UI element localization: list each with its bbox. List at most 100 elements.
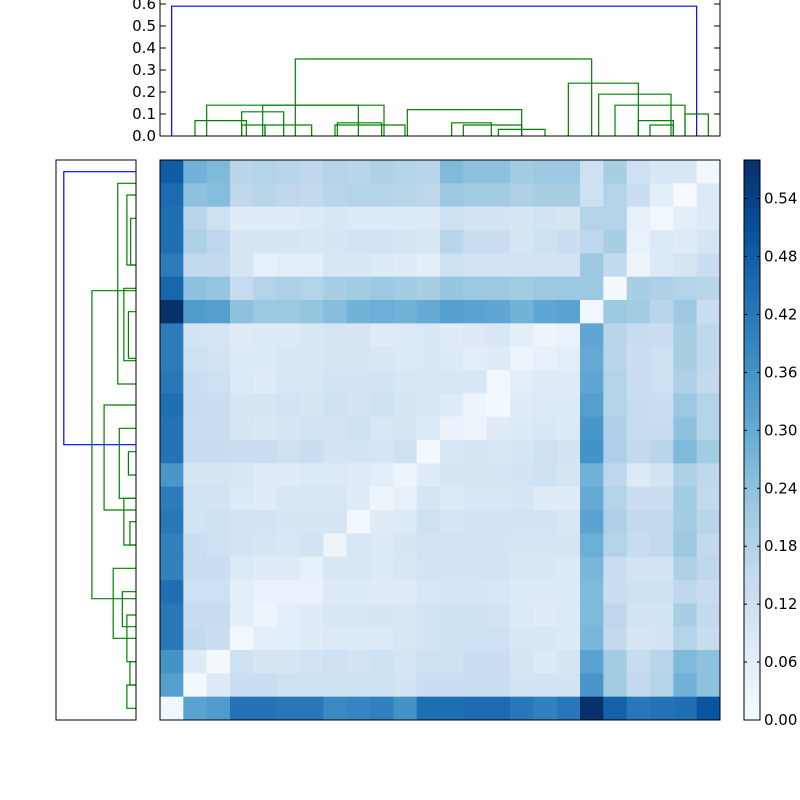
- heatmap-cell: [160, 416, 184, 441]
- heatmap-cell: [486, 253, 511, 278]
- left-dendrogram-link: [127, 311, 136, 359]
- heatmap-cell: [463, 393, 488, 418]
- heatmap-cell: [230, 416, 254, 441]
- heatmap-cell: [626, 253, 651, 278]
- heatmap-cell: [440, 556, 464, 581]
- heatmap-cell: [673, 276, 698, 301]
- heatmap-cell: [253, 323, 278, 348]
- heatmap-cell: [510, 556, 534, 581]
- heatmap-cell: [206, 510, 231, 534]
- heatmap-cell: [580, 580, 604, 604]
- heatmap-cell: [533, 533, 558, 558]
- heatmap-cell: [463, 300, 488, 324]
- left-dendrogram-link: [130, 217, 136, 266]
- heatmap-cell: [673, 346, 698, 371]
- heatmap-cell: [230, 650, 254, 674]
- heatmap-cell: [673, 370, 698, 394]
- heatmap-cell: [230, 253, 254, 278]
- heatmap-cell: [696, 393, 721, 418]
- heatmap-cell: [486, 626, 511, 651]
- heatmap-cell: [300, 253, 324, 278]
- top-dendrogram-link: [497, 128, 546, 136]
- heatmap-cell: [696, 253, 721, 278]
- heatmap-cell: [486, 673, 511, 698]
- heatmap-cell: [440, 370, 464, 394]
- heatmap-cell: [463, 206, 488, 231]
- heatmap-cell: [346, 626, 371, 651]
- heatmap-cell: [603, 416, 628, 441]
- heatmap-cell: [230, 440, 254, 464]
- heatmap-cell: [510, 463, 534, 488]
- heatmap-cell: [416, 416, 441, 441]
- heatmap-cell: [626, 603, 651, 628]
- heatmap-cell: [486, 370, 511, 394]
- left-dendrogram-link: [127, 451, 136, 476]
- heatmap-cell: [463, 603, 488, 628]
- heatmap-cell: [416, 230, 441, 254]
- heatmap-cell: [440, 510, 464, 534]
- heatmap-cell: [393, 253, 418, 278]
- heatmap-cell: [603, 393, 628, 418]
- heatmap-cell: [160, 626, 184, 651]
- heatmap-cell: [323, 416, 348, 441]
- heatmap-cell: [463, 160, 488, 184]
- heatmap-cell: [346, 486, 371, 511]
- heatmap-cell: [510, 510, 534, 534]
- heatmap-cell: [206, 300, 231, 324]
- heatmap-cell: [160, 230, 184, 254]
- heatmap-cell: [346, 206, 371, 231]
- heatmap-cell: [370, 160, 394, 184]
- heatmap-cell: [416, 556, 441, 581]
- heatmap-cell: [696, 486, 721, 511]
- heatmap-cell: [276, 626, 301, 651]
- heatmap-cell: [650, 253, 674, 278]
- heatmap-cell: [556, 463, 581, 488]
- heatmap-cell: [346, 323, 371, 348]
- heatmap-cell: [416, 206, 441, 231]
- heatmap-cell: [183, 556, 208, 581]
- heatmap-cell: [556, 253, 581, 278]
- heatmap-cell: [323, 696, 348, 721]
- heatmap-cell: [183, 510, 208, 534]
- heatmap-cell: [276, 486, 301, 511]
- heatmap-cell: [183, 580, 208, 604]
- heatmap-cell: [323, 253, 348, 278]
- heatmap-cell: [346, 370, 371, 394]
- colorbar-tick-label: 0.18: [764, 537, 797, 555]
- heatmap-cell: [463, 510, 488, 534]
- heatmap: [159, 159, 721, 721]
- heatmap-cell: [510, 300, 534, 324]
- top-dendrogram-link: [336, 122, 383, 136]
- heatmap-cell: [323, 486, 348, 511]
- heatmap-cell: [370, 253, 394, 278]
- heatmap-cell: [346, 230, 371, 254]
- heatmap-cell: [300, 510, 324, 534]
- heatmap-cell: [440, 253, 464, 278]
- heatmap-cell: [603, 346, 628, 371]
- heatmap-cell: [183, 696, 208, 721]
- heatmap-cell: [323, 440, 348, 464]
- heatmap-cell: [696, 696, 721, 721]
- heatmap-cell: [276, 696, 301, 721]
- heatmap-cell: [580, 300, 604, 324]
- heatmap-cell: [486, 486, 511, 511]
- heatmap-cell: [323, 206, 348, 231]
- heatmap-cell: [370, 533, 394, 558]
- heatmap-cell: [323, 673, 348, 698]
- heatmap-cell: [603, 440, 628, 464]
- heatmap-cell: [346, 160, 371, 184]
- heatmap-cell: [206, 440, 231, 464]
- heatmap-cell: [206, 416, 231, 441]
- heatmap-cell: [580, 230, 604, 254]
- heatmap-cell: [673, 253, 698, 278]
- heatmap-cell: [206, 393, 231, 418]
- heatmap-cell: [160, 440, 184, 464]
- heatmap-cell: [253, 276, 278, 301]
- heatmap-cell: [183, 650, 208, 674]
- heatmap-cell: [416, 300, 441, 324]
- heatmap-cell: [206, 626, 231, 651]
- heatmap-cell: [533, 300, 558, 324]
- heatmap-cell: [440, 276, 464, 301]
- heatmap-cell: [650, 323, 674, 348]
